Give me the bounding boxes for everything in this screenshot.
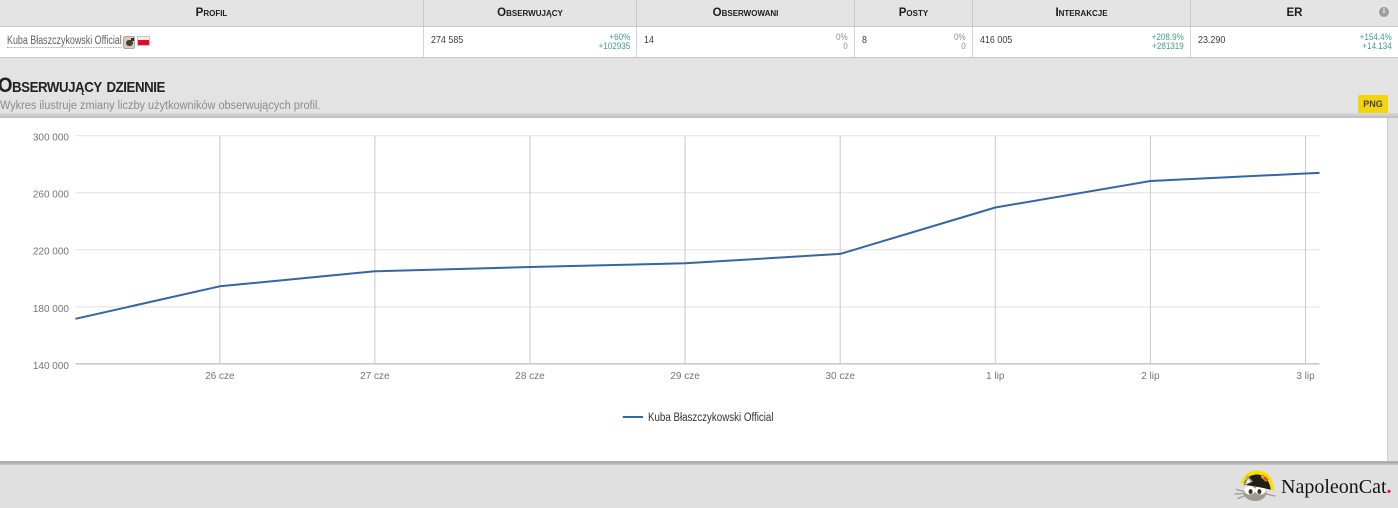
- svg-text:260 000: 260 000: [33, 190, 70, 201]
- svg-text:29 cze: 29 cze: [670, 371, 700, 382]
- svg-text:180 000: 180 000: [33, 304, 70, 315]
- svg-text:1 lip: 1 lip: [986, 371, 1005, 382]
- svg-text:3 lip: 3 lip: [1296, 371, 1315, 382]
- svg-text:Kuba Błaszczykowski Official: Kuba Błaszczykowski Official: [648, 412, 774, 424]
- svg-text:220 000: 220 000: [33, 247, 70, 258]
- svg-text:300 000: 300 000: [33, 133, 70, 144]
- svg-text:28 cze: 28 cze: [515, 371, 545, 382]
- svg-text:27 cze: 27 cze: [360, 371, 390, 382]
- svg-text:26 cze: 26 cze: [205, 371, 235, 382]
- svg-text:2 lip: 2 lip: [1141, 371, 1160, 382]
- svg-text:140 000: 140 000: [33, 361, 70, 372]
- svg-text:30 cze: 30 cze: [825, 371, 855, 382]
